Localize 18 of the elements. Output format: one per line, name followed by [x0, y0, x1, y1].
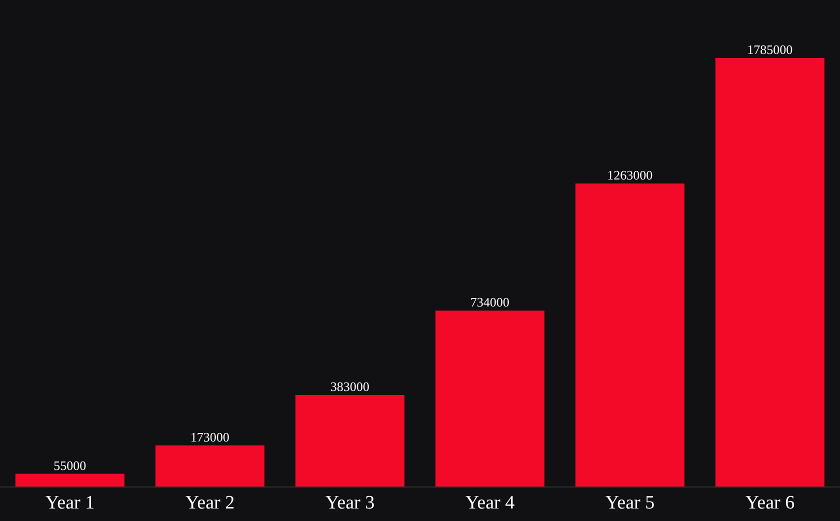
bar: [715, 58, 824, 487]
bar: [295, 394, 404, 487]
x-tick-label: Year 1: [45, 492, 95, 514]
bar: [155, 445, 264, 487]
data-label: 734000: [470, 294, 510, 310]
x-tick-label: Year 2: [185, 492, 235, 514]
bar: [435, 310, 544, 487]
data-label: 1785000: [747, 42, 793, 57]
data-label: 55000: [54, 458, 86, 473]
data-label: 173000: [190, 429, 230, 444]
data-label: 1263000: [607, 167, 653, 182]
x-tick-label: Year 6: [745, 492, 795, 514]
x-tick-label: Year 4: [465, 492, 516, 514]
x-tick-label: Year 3: [325, 492, 375, 514]
data-label: 383000: [330, 378, 370, 394]
bar: [15, 474, 124, 487]
bar: [575, 183, 684, 487]
x-tick-label: Year 5: [605, 492, 655, 514]
